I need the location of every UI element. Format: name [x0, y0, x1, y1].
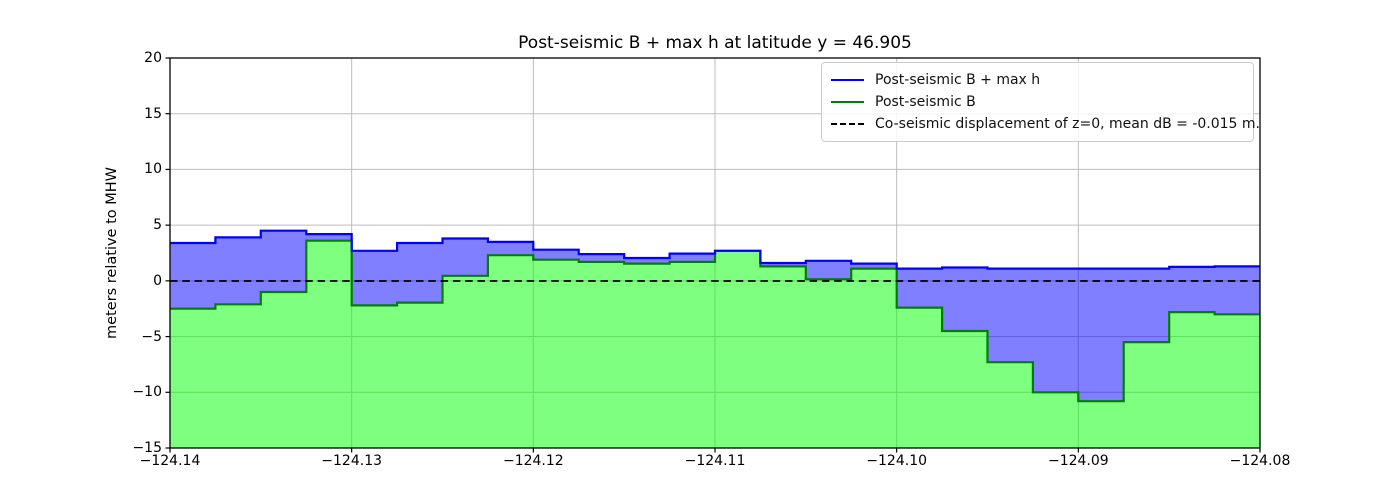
y-tick-label: 20 — [144, 50, 162, 66]
y-tick-label: 5 — [153, 217, 162, 234]
x-tick-label: −124.09 — [1047, 453, 1109, 469]
x-tick-label: −124.13 — [321, 453, 383, 469]
x-tick-label: −124.14 — [139, 453, 201, 469]
legend-entry-blue: Post-seismic B + max h — [831, 69, 1244, 91]
y-tick-label: 0 — [153, 272, 162, 289]
y-tick-label: 15 — [144, 105, 162, 122]
x-tick-label: −124.08 — [1229, 453, 1291, 469]
y-axis-label: meters relative to MHW — [104, 167, 120, 339]
legend-entry-dashed: Co-seismic displacement of z=0, mean dB … — [831, 113, 1260, 135]
dashed-line-icon — [831, 123, 864, 125]
x-tick-label: −124.10 — [866, 453, 928, 469]
x-tick-label: −124.12 — [502, 453, 564, 469]
legend: Post-seismic B + max h Post-seismic B Co… — [821, 62, 1260, 142]
blue-line-icon — [831, 79, 864, 81]
y-tick-label: −15 — [132, 440, 162, 456]
legend-label: Post-seismic B + max h — [875, 72, 1041, 88]
x-tick-label: −124.11 — [684, 453, 746, 469]
legend-label: Post-seismic B — [875, 94, 976, 110]
y-tick-label: −10 — [132, 384, 162, 401]
legend-entry-green: Post-seismic B — [831, 91, 1244, 113]
chart-title: Post-seismic B + max h at latitude y = 4… — [518, 33, 912, 53]
y-tick-label: 10 — [144, 161, 162, 178]
green-line-icon — [831, 101, 864, 103]
y-tick-label: −5 — [141, 328, 162, 345]
legend-label: Co-seismic displacement of z=0, mean dB … — [875, 116, 1260, 132]
